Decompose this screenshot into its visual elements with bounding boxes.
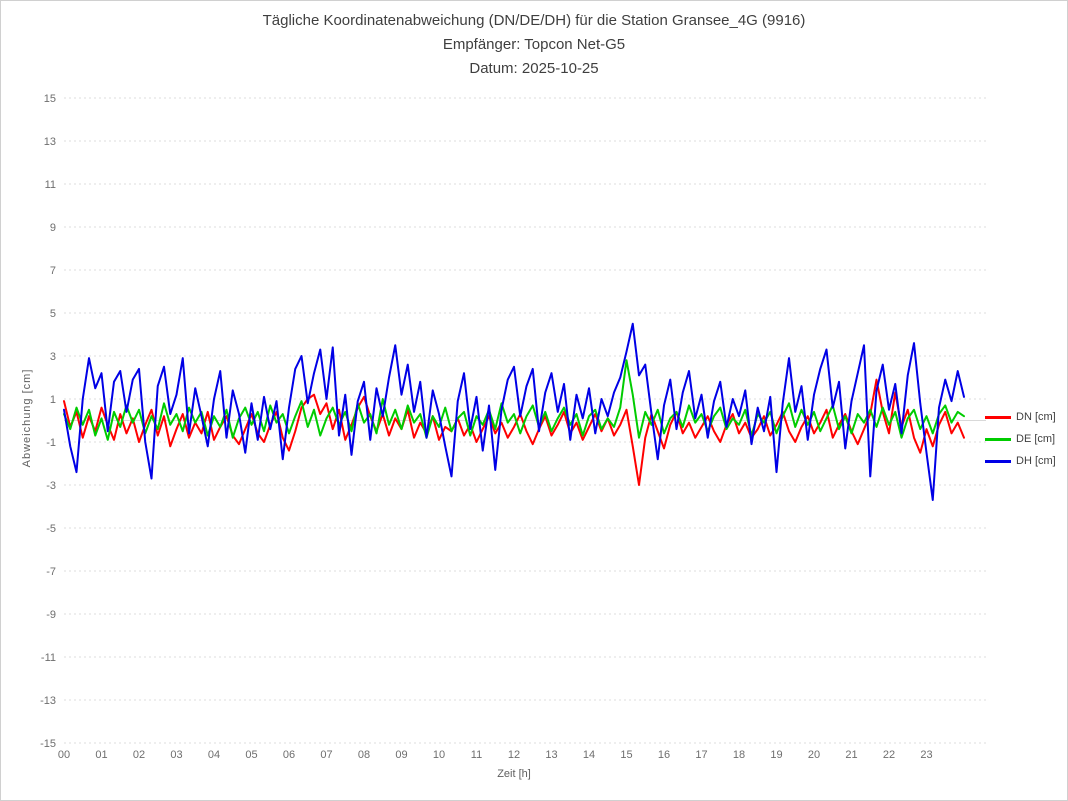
x-tick-label: 16 [658, 749, 670, 761]
series-line-de [63, 359, 965, 441]
legend-item-dh: DH [cm] [985, 455, 1056, 467]
dh-line-swatch [985, 459, 1011, 463]
y-tick-label: -13 [40, 695, 56, 707]
x-tick-label: 14 [583, 749, 595, 761]
x-tick-label: 06 [283, 749, 295, 761]
x-tick-label: 10 [433, 749, 445, 761]
legend-item-de: DE [cm] [985, 433, 1056, 445]
x-tick-label: 23 [920, 749, 932, 761]
x-tick-labels: 00 01 02 03 04 05 06 07 08 09 10 11 12 13 14 15 16 17 18 19… [58, 749, 933, 761]
y-tick-label: 9 [50, 222, 56, 234]
y-tick-label: -11 [41, 652, 56, 664]
y-tick-label: -3 [46, 480, 56, 492]
x-tick-label: 22 [883, 749, 895, 761]
x-tick-label: 07 [320, 749, 332, 761]
x-tick-label: 08 [358, 749, 370, 761]
x-tick-label: 09 [395, 749, 407, 761]
chart-subtitle-receiver: Empfänger: Topcon Net-G5 [442, 36, 626, 53]
legend-label-de: DE [cm] [1016, 433, 1056, 445]
x-tick-label: 17 [695, 749, 707, 761]
legend-label-dn: DN [cm] [1016, 411, 1056, 423]
x-tick-label: 19 [770, 749, 782, 761]
dn-line-swatch [985, 415, 1011, 419]
x-tick-label: 12 [508, 749, 520, 761]
x-tick-label: 01 [95, 749, 107, 761]
y-tick-label: 7 [50, 265, 56, 277]
y-tick-label: -9 [46, 609, 56, 621]
series-lines [63, 322, 965, 502]
series-line-dn [63, 378, 965, 486]
x-tick-label: 21 [845, 749, 857, 761]
y-tick-label: 5 [50, 308, 56, 320]
y-tick-label: 3 [50, 351, 56, 363]
y-tick-label: -1 [46, 437, 56, 449]
x-tick-label: 02 [133, 749, 145, 761]
legend-item-dn: DN [cm] [985, 411, 1056, 423]
chart-header: Tägliche Koordinatenabweichung (DN/DE/DH… [1, 9, 1067, 81]
x-tick-label: 03 [170, 749, 182, 761]
x-tick-label: 00 [58, 749, 70, 761]
chart-subtitle-date: Datum: 2025-10-25 [469, 60, 599, 77]
de-line-swatch [985, 437, 1011, 441]
y-tick-label: -7 [46, 566, 56, 578]
x-tick-label: 04 [208, 749, 220, 761]
y-axis-title: Abweichung [cm] [21, 368, 33, 468]
chart-title: Tägliche Koordinatenabweichung (DN/DE/DH… [262, 12, 806, 29]
y-tick-labels: 15 13 11 9 7 5 3 1 -1 -3 -5 -7 -9 -11 -13 -15 [40, 93, 56, 750]
y-tick-label: 1 [50, 394, 56, 406]
x-tick-label: 20 [808, 749, 820, 761]
x-tick-label: 11 [471, 749, 482, 761]
x-tick-label: 15 [620, 749, 632, 761]
legend-label-dh: DH [cm] [1016, 455, 1056, 467]
y-tick-label: -5 [46, 523, 56, 535]
series-line-dh [63, 322, 965, 502]
x-axis-title: Zeit [h] [497, 768, 531, 780]
x-tick-label: 13 [545, 749, 557, 761]
x-tick-label: 18 [733, 749, 745, 761]
y-gridlines [64, 97, 986, 744]
y-tick-label: -15 [40, 738, 56, 750]
y-tick-label: 13 [44, 136, 56, 148]
y-tick-label: 11 [45, 179, 56, 191]
legend: DN [cm] DE [cm] DH [cm] [985, 411, 1056, 477]
y-tick-label: 15 [44, 93, 56, 105]
x-tick-label: 05 [245, 749, 257, 761]
